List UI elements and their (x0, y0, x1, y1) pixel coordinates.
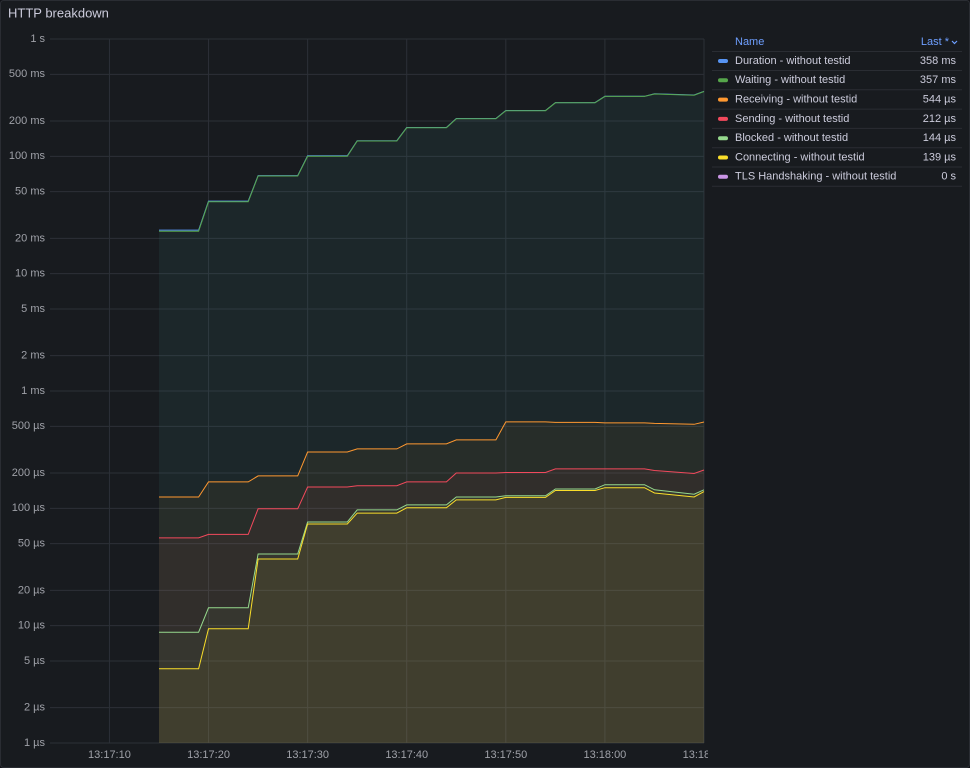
area-fill (159, 484, 704, 743)
area-fill (159, 487, 704, 743)
y-tick-label: 500 ms (9, 68, 46, 80)
legend-name[interactable]: Connecting - without testid (735, 151, 865, 163)
x-tick-label: 13:18:10 (683, 749, 726, 761)
legend-swatch[interactable] (718, 78, 728, 83)
y-tick-label: 2 ms (21, 350, 45, 362)
legend-swatch[interactable] (718, 59, 728, 63)
legend-last: 358 ms (920, 55, 957, 67)
sort-icon[interactable] (951, 40, 958, 45)
y-tick-label: 1 ms (21, 385, 45, 397)
y-tick-label: 100 ms (9, 150, 46, 162)
x-tick-label: 13:17:20 (187, 749, 230, 761)
y-tick-label: 5 µs (24, 655, 46, 667)
legend-last: 544 µs (923, 94, 957, 106)
legend-name[interactable]: Duration - without testid (735, 55, 851, 67)
legend-swatch[interactable] (718, 136, 728, 141)
legend-name[interactable]: Sending - without testid (735, 113, 849, 125)
legend-last: 144 µs (923, 132, 957, 144)
y-tick-label: 20 ms (15, 232, 45, 244)
legend-last: 357 ms (920, 74, 957, 86)
legend-swatch[interactable] (718, 174, 728, 179)
y-tick-label: 1 µs (24, 737, 46, 749)
y-tick-label: 200 ms (9, 115, 46, 127)
plot: 1 s 500 ms 200 ms 100 ms 50 ms 20 ms 10 ms 5 ms… (9, 33, 705, 749)
y-tick-label: 50 µs (18, 538, 46, 550)
y-tick-label: 10 µs (18, 620, 46, 632)
legend-name[interactable]: TLS Handshaking - without testid (735, 171, 896, 183)
area-fill (159, 91, 704, 744)
y-tick-label: 5 ms (21, 303, 45, 315)
y-tick-label: 200 µs (12, 467, 46, 479)
legend[interactable]: Name Last * Duration - without testid 358… (712, 36, 962, 187)
area-fill (159, 468, 704, 743)
legend-swatch[interactable] (718, 116, 728, 121)
x-tick-label: 13:17:10 (88, 749, 131, 761)
panel-title: HTTP breakdown (8, 5, 109, 20)
series-line (159, 468, 705, 539)
legend-last: 139 µs (923, 151, 957, 163)
legend-swatch[interactable] (718, 97, 728, 102)
area-fill (159, 91, 704, 743)
series-line (159, 91, 705, 232)
y-tick-label: 50 ms (15, 186, 45, 198)
y-tick-label: 20 µs (18, 584, 46, 596)
legend-header-last[interactable]: Last * (921, 36, 950, 48)
y-tick-label: 10 ms (15, 268, 45, 280)
x-tick-label: 13:17:50 (484, 749, 527, 761)
x-axis: 13:17:10 13:17:20 13:17:30 13:17:40 13:17:50… (88, 749, 726, 761)
y-tick-label: 1 s (30, 33, 45, 45)
series-line (159, 484, 705, 633)
y-tick-label: 500 µs (12, 420, 46, 432)
legend-name[interactable]: Waiting - without testid (735, 74, 845, 86)
x-tick-label: 13:17:30 (286, 749, 329, 761)
legend-swatch[interactable] (718, 155, 728, 160)
series-line (159, 487, 705, 670)
legend-last: 0 s (941, 171, 956, 183)
x-tick-label: 13:18:00 (583, 749, 626, 761)
legend-name[interactable]: Receiving - without testid (735, 94, 857, 106)
legend-header-name[interactable]: Name (735, 36, 764, 48)
legend-last: 212 µs (923, 113, 957, 125)
legend-name[interactable]: Blocked - without testid (735, 132, 848, 144)
area-fill (159, 421, 704, 743)
y-tick-label: 2 µs (24, 702, 46, 714)
series-line (159, 421, 705, 498)
y-tick-label: 100 µs (12, 502, 46, 514)
x-tick-label: 13:17:40 (385, 749, 428, 761)
